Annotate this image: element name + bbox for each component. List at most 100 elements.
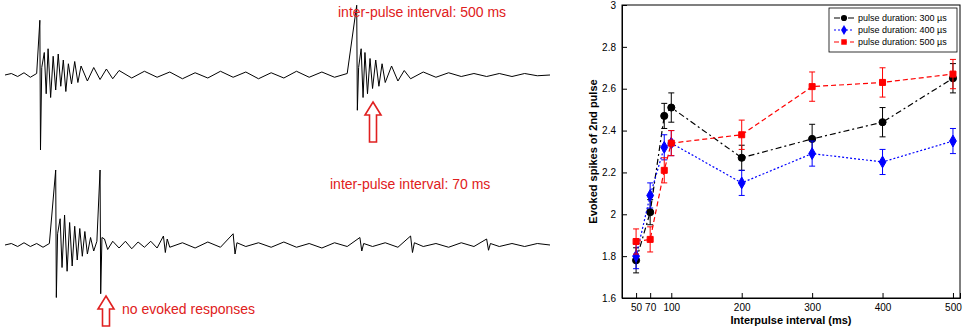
x-tick-mark [742, 293, 743, 298]
error-bar [668, 93, 674, 122]
marker [879, 119, 886, 126]
error-bar-cap [809, 71, 815, 72]
plot-area [633, 59, 957, 272]
series-line [636, 74, 953, 241]
y-tick: 2.8 [602, 42, 627, 53]
error-bar [661, 158, 667, 183]
x-tick-mark [636, 293, 637, 298]
marker [950, 71, 956, 77]
error-bar [880, 108, 886, 137]
y-tick: 1.6 [602, 293, 627, 304]
error-bar [668, 131, 674, 156]
legend: pulse duration: 300 µspulse duration: 40… [829, 8, 957, 52]
error-bar-cap [661, 103, 667, 104]
error-bar-cap [880, 107, 886, 108]
x-axis: 5070 100 200 300 400 500 [623, 293, 963, 313]
y-tick-mark [622, 89, 627, 90]
x-tick: 500 [945, 293, 962, 313]
marker [880, 79, 886, 85]
y-tick-mark [622, 214, 627, 215]
marker [809, 135, 816, 142]
marker [647, 190, 654, 202]
x-tick-label: 500 [945, 302, 962, 313]
y-tick: 2 [610, 209, 627, 220]
marker [738, 154, 745, 161]
y-tick-mark [622, 256, 627, 257]
y-tick: 1.8 [602, 251, 627, 262]
line-chart: 50701002003004005001.61.822.22.42.62.83I… [587, 0, 962, 326]
x-axis-title: Interpulse interval (ms) [730, 314, 851, 326]
error-bar-cap [880, 97, 886, 98]
y-tick-mark [622, 131, 627, 132]
error-bar-cap [950, 153, 956, 154]
error-bar [950, 59, 956, 88]
marker [879, 156, 886, 168]
x-tick: 100 [663, 293, 680, 313]
error-bar-cap [809, 141, 815, 142]
y-tick-label: 2.8 [602, 42, 616, 53]
legend-label: pulse duration: 500 µs [858, 37, 947, 47]
error-bar-cap [809, 124, 815, 125]
error-bar-cap [809, 101, 815, 102]
x-tick-label: 200 [734, 302, 751, 313]
error-bar-cap [739, 195, 745, 196]
x-tick: 50 [631, 293, 643, 313]
marker [668, 140, 674, 146]
error-bar-cap [739, 170, 745, 171]
error-bar-cap [739, 149, 745, 150]
y-tick-label: 3 [610, 0, 616, 11]
error-bar-cap [647, 208, 653, 209]
series-line [636, 141, 953, 256]
x-tick: 400 [875, 293, 892, 313]
error-bar [880, 68, 886, 97]
marker [739, 132, 745, 138]
marker [661, 167, 667, 173]
error-bar [668, 131, 674, 156]
error-bar [661, 135, 667, 160]
error-bar [739, 145, 745, 170]
x-tick-mark [812, 293, 813, 298]
x-tick-mark [650, 293, 651, 298]
legend-entry: pulse duration: 400 µs [834, 25, 947, 35]
marker [647, 236, 653, 242]
annotation-arrow [98, 296, 114, 326]
error-bar-cap [668, 155, 674, 156]
error-bar-cap [647, 251, 653, 252]
y-axis: 1.61.822.22.42.62.83 [602, 0, 627, 304]
marker [809, 148, 816, 160]
error-bar-cap [950, 92, 956, 93]
y-tick: 2.6 [602, 83, 627, 94]
y-tick-mark [622, 47, 627, 48]
x-tick-mark [953, 293, 954, 298]
marker [809, 84, 815, 90]
x-tick: 300 [804, 293, 821, 313]
error-bar-cap [880, 136, 886, 137]
trace-plot [5, 170, 550, 298]
y-tick: 2.2 [602, 167, 627, 178]
error-bar-cap [647, 182, 653, 183]
error-bar-cap [633, 254, 639, 255]
legend-entry: pulse duration: 500 µs [834, 37, 947, 47]
error-bar [950, 128, 956, 153]
marker [633, 238, 639, 244]
error-bar-cap [809, 166, 815, 167]
annotation-arrow [365, 102, 381, 142]
error-bar-cap [647, 226, 653, 227]
error-bar-cap [661, 182, 667, 183]
error-bar [647, 227, 653, 252]
x-tick: 200 [734, 293, 751, 313]
trace-plot [5, 5, 550, 150]
legend-label: pulse duration: 400 µs [858, 25, 947, 35]
x-tick: 70 [645, 293, 657, 313]
error-bar-cap [661, 128, 667, 129]
x-axis-line [623, 293, 961, 299]
annotation: inter-pulse interval: 70 ms [330, 176, 490, 192]
y-tick-mark [622, 5, 627, 6]
x-tick-label: 300 [804, 302, 821, 313]
error-bar [739, 120, 745, 149]
error-bar-cap [647, 224, 653, 225]
marker [661, 141, 668, 153]
error-bar-cap [739, 170, 745, 171]
error-bar-cap [661, 157, 667, 158]
error-bar-cap [668, 130, 674, 131]
